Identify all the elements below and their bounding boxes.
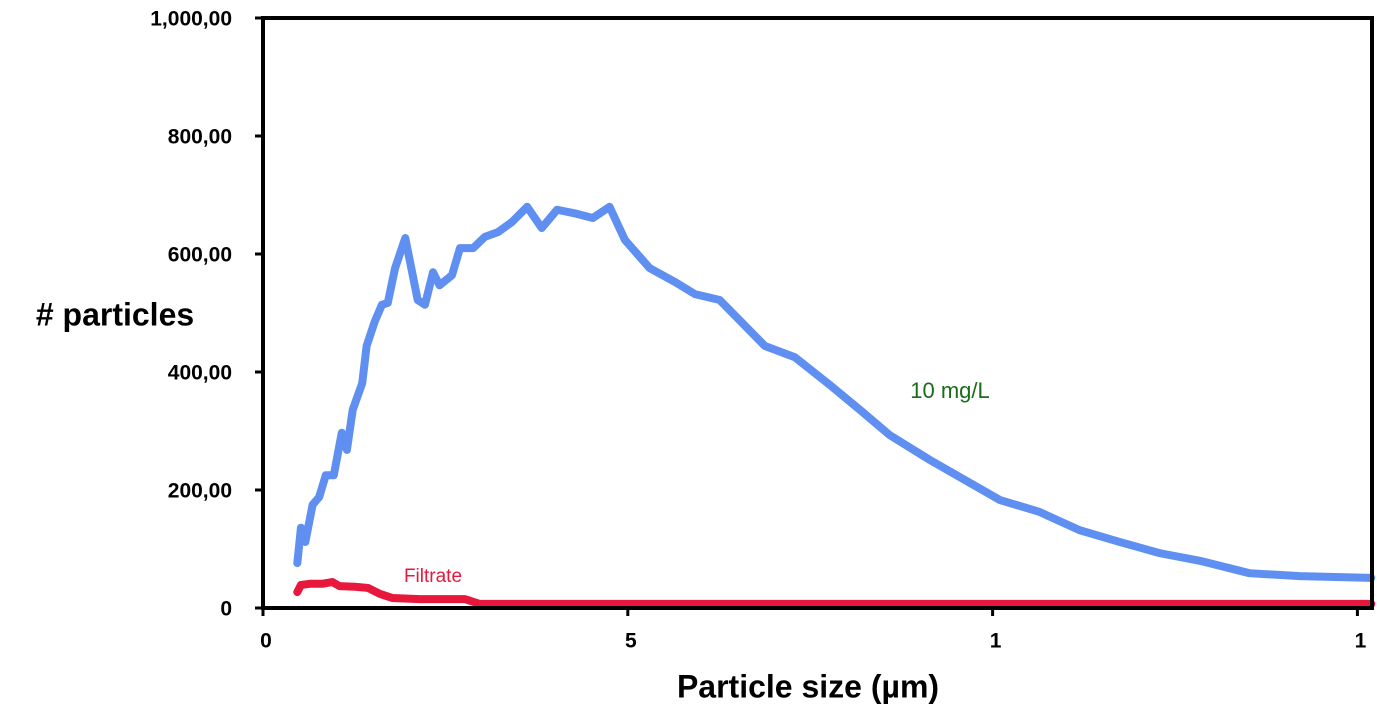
y-tick-label: 600,00 [168, 244, 232, 267]
y-tick-label: 200,00 [168, 480, 232, 503]
y-tick-label: 0 [220, 598, 232, 621]
x-tick-label: 1 [1355, 630, 1367, 653]
annotation: Filtrate [404, 566, 462, 587]
x-tick-label: 0 [260, 630, 272, 653]
plot-frame [261, 16, 1374, 610]
y-tick-label: 400,00 [168, 362, 232, 385]
x-axis-title: Particle size (µm) [677, 668, 939, 704]
y-axis-title: # particles [36, 296, 194, 332]
y-tick-label: 1,000,00 [150, 8, 232, 31]
line-series [293, 578, 1376, 608]
x-tick-label: 1 [990, 630, 1002, 653]
y-tick-label: 800,00 [168, 126, 232, 149]
line-series [293, 202, 1376, 582]
x-tick-label: 5 [625, 630, 637, 653]
annotation: 10 mg/L [910, 378, 990, 403]
